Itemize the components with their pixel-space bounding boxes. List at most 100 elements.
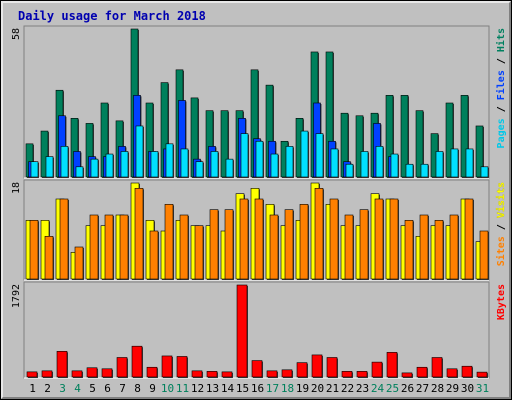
bar-sites-day-12	[194, 225, 204, 280]
x-tick-label-13: 13	[206, 382, 219, 395]
legend-entry-3: /	[496, 52, 507, 70]
bar-hits-day-26	[400, 95, 409, 178]
bar-pages-day-2	[45, 156, 54, 178]
bar-pages-day-15	[240, 133, 249, 178]
bar-sites-day-22	[344, 214, 354, 280]
legend-entry-4: Hits	[495, 28, 507, 52]
bar-kbytes-day-12	[191, 370, 203, 378]
bar-hits-day-2	[40, 130, 49, 178]
bar-sites-day-3	[59, 198, 69, 280]
x-tick-label-25: 25	[386, 382, 399, 395]
x-tick-label-12: 12	[191, 382, 204, 395]
x-tick-label-15: 15	[236, 382, 249, 395]
x-tick-label-19: 19	[296, 382, 309, 395]
x-tick-label-31: 31	[476, 382, 489, 395]
bar-kbytes-day-5	[86, 367, 98, 378]
bar-kbytes-day-21	[326, 357, 338, 378]
bar-sites-day-14	[224, 209, 234, 280]
panel-kbytes: 1792 KBytes	[11, 281, 507, 379]
x-tick-label-18: 18	[281, 382, 294, 395]
bar-sites-day-5	[89, 214, 99, 280]
bar-sites-day-21	[329, 198, 339, 280]
legend-entry-1: /	[496, 100, 507, 118]
x-tick-label-27: 27	[416, 382, 429, 395]
bar-pages-day-8	[135, 125, 144, 178]
x-tick-label-29: 29	[446, 382, 459, 395]
bar-kbytes-day-6	[101, 368, 113, 378]
panel-hits-legend: Pages / Files / Hits	[495, 28, 507, 148]
bar-pages-day-20	[315, 133, 324, 178]
legend-entry-2: Files	[495, 70, 507, 100]
bar-pages-day-16	[255, 140, 264, 178]
x-tick-label-24: 24	[371, 382, 385, 395]
legend-entry-0: KBytes	[496, 284, 507, 320]
bar-sites-day-18	[284, 209, 294, 280]
bar-sites-day-7	[119, 214, 129, 280]
bar-pages-day-5	[90, 158, 99, 178]
x-tick-label-7: 7	[119, 382, 126, 395]
bar-kbytes-day-25	[386, 352, 398, 378]
bar-pages-day-26	[405, 163, 414, 178]
x-tick-label-22: 22	[341, 382, 354, 395]
x-axis-ticks: 1 2 3 4 5 6 7 8 9 10 11 12 13 14 15 16 17 18 19 20 21 22 23 24 2…	[29, 382, 489, 395]
bar-kbytes-day-4	[71, 370, 83, 378]
bar-kbytes-day-22	[341, 371, 353, 378]
bar-kbytes-day-31	[476, 371, 488, 378]
bar-sites-day-29	[449, 214, 459, 280]
x-tick-label-9: 9	[149, 382, 156, 395]
x-tick-label-10: 10	[161, 382, 174, 395]
panel-visits-ymax-label: 18	[11, 182, 22, 194]
x-tick-label-30: 30	[461, 382, 474, 395]
bar-pages-day-13	[210, 151, 219, 178]
x-tick-label-6: 6	[104, 382, 111, 395]
x-tick-label-14: 14	[221, 382, 235, 395]
bar-kbytes-day-27	[416, 366, 428, 378]
bar-pages-day-19	[300, 130, 309, 178]
bar-pages-day-24	[375, 146, 384, 178]
bar-sites-day-8	[134, 188, 144, 280]
bar-sites-day-24	[374, 198, 384, 280]
bar-sites-day-10	[164, 204, 174, 280]
bar-pages-day-30	[465, 148, 474, 178]
bar-kbytes-day-15	[236, 284, 248, 378]
panel-visits: 18 Sites / Visits	[11, 179, 507, 281]
bar-sites-day-17	[269, 214, 279, 280]
bar-kbytes-day-8	[131, 345, 143, 378]
bar-kbytes-day-30	[461, 365, 473, 378]
bar-kbytes-day-26	[401, 372, 413, 378]
bar-pages-day-21	[330, 148, 339, 178]
bar-kbytes-day-29	[446, 368, 458, 378]
x-tick-label-26: 26	[401, 382, 414, 395]
bar-sites-day-26	[404, 220, 414, 280]
bar-pages-day-29	[450, 148, 459, 178]
bar-kbytes-day-9	[146, 366, 158, 378]
bar-pages-day-12	[195, 161, 204, 178]
bar-kbytes-day-24	[371, 361, 383, 378]
bar-hits-day-23	[355, 115, 364, 178]
bar-kbytes-day-7	[116, 357, 128, 378]
bar-pages-day-22	[345, 163, 354, 178]
bar-kbytes-day-14	[221, 371, 233, 378]
bar-sites-day-30	[464, 198, 474, 280]
bar-kbytes-day-17	[266, 370, 278, 378]
x-tick-label-1: 1	[29, 382, 36, 395]
bar-hits-day-31	[475, 125, 484, 178]
bar-pages-day-18	[285, 146, 294, 178]
x-tick-label-21: 21	[326, 382, 339, 395]
bar-sites-day-31	[479, 230, 489, 280]
panel-kbytes-ymax-label: 1792	[11, 284, 22, 308]
panel-hits-ymax-label: 58	[11, 28, 22, 40]
bar-kbytes-day-18	[281, 369, 293, 378]
bar-kbytes-day-1	[26, 371, 38, 378]
chart-panels: 58 Pages / Files / Hits 18 Sites / Visits 17…	[11, 25, 507, 379]
bar-sites-day-15	[239, 198, 249, 280]
x-tick-label-8: 8	[134, 382, 141, 395]
bar-sites-day-19	[299, 204, 309, 280]
bar-kbytes-day-10	[161, 355, 173, 378]
panel-visits-legend: Sites / Visits	[495, 182, 507, 266]
bar-sites-day-20	[314, 188, 324, 280]
x-tick-label-23: 23	[356, 382, 369, 395]
bar-kbytes-day-16	[251, 360, 263, 378]
x-tick-label-20: 20	[311, 382, 324, 395]
bar-pages-day-23	[360, 151, 369, 178]
